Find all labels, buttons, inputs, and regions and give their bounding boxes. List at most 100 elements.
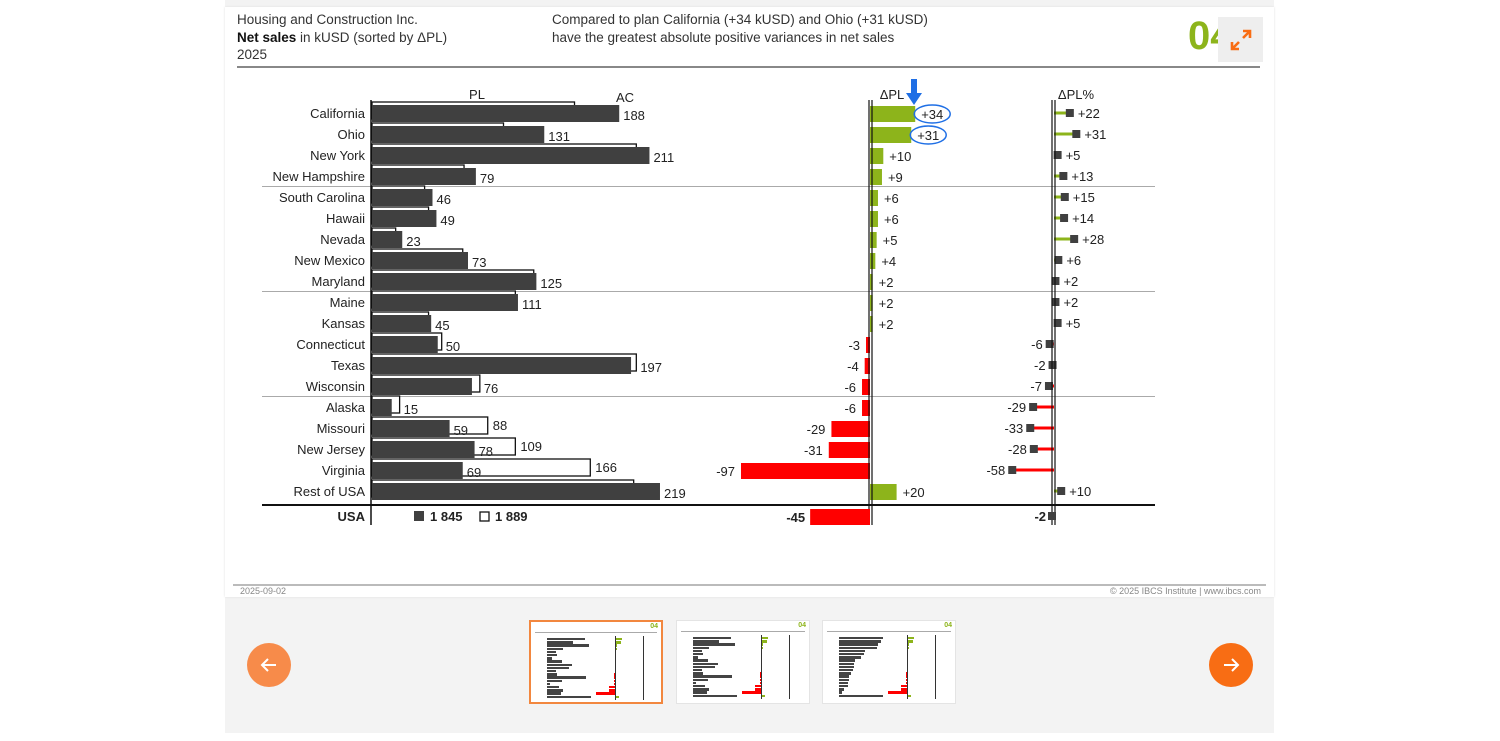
thumbnail-bar bbox=[693, 678, 709, 681]
thumbnail-bar bbox=[547, 647, 563, 650]
thumbnail-bar bbox=[693, 662, 718, 665]
thumbnail-bar bbox=[839, 637, 883, 640]
delta-pct-label: +15 bbox=[1073, 190, 1095, 205]
delta-pct-label: +10 bbox=[1069, 484, 1091, 499]
delta-pl-label: +6 bbox=[884, 212, 899, 227]
ac-bar bbox=[372, 483, 660, 500]
thumbnail-delta-bar bbox=[907, 640, 914, 643]
thumbnail-bar bbox=[839, 649, 866, 653]
measure-bold: Net sales bbox=[237, 29, 297, 45]
delta-pl-label: +2 bbox=[879, 317, 894, 332]
delta-pl-label: +31 bbox=[917, 128, 939, 143]
ac-bar bbox=[372, 252, 468, 269]
ac-value-label: 23 bbox=[406, 234, 420, 249]
delta-pct-label: +22 bbox=[1078, 106, 1100, 121]
ac-value-label: 50 bbox=[446, 339, 460, 354]
delta-pct-label: +5 bbox=[1066, 316, 1081, 331]
delta-pl-bar bbox=[870, 211, 878, 227]
thumbnail-bar bbox=[547, 695, 591, 698]
delta-pl-bar bbox=[866, 337, 870, 353]
slide-thumbnail[interactable]: 04 bbox=[529, 620, 663, 704]
thumbnail-delta-bar bbox=[905, 678, 907, 681]
thumbnail-delta-bar bbox=[760, 675, 761, 678]
delta-pl-label: +2 bbox=[879, 275, 894, 290]
thumbnail-bar bbox=[693, 669, 702, 672]
thumbnail-divider bbox=[681, 631, 805, 632]
thumbnail-bar bbox=[693, 672, 703, 675]
category-label: New Mexico bbox=[294, 253, 365, 268]
thumbnail-bar bbox=[839, 640, 882, 643]
ac-bar bbox=[372, 231, 403, 248]
ac-value-label: 59 bbox=[454, 423, 468, 438]
delta-pct-marker bbox=[1029, 445, 1038, 453]
thumbnail-delta-bar bbox=[759, 681, 761, 685]
thumbnail-delta-bar bbox=[761, 637, 768, 640]
pl-legend-swatch bbox=[479, 511, 490, 522]
arrow-right-icon bbox=[1224, 658, 1240, 672]
thumbnail-axis bbox=[935, 635, 936, 699]
thumbnail-delta-bar bbox=[761, 694, 765, 697]
delta-pl-bar bbox=[828, 442, 870, 458]
thumbnail-bar bbox=[839, 659, 855, 662]
delta-pct-marker bbox=[1072, 130, 1081, 138]
ac-value-label: 49 bbox=[440, 213, 454, 228]
thumbnail-axis bbox=[643, 636, 644, 700]
ac-value-label: 45 bbox=[435, 318, 449, 333]
highlight-ellipse bbox=[913, 104, 951, 124]
key-message: Compared to plan California (+34 kUSD) a… bbox=[552, 11, 928, 46]
slide-thumbnail[interactable]: 04 bbox=[822, 620, 956, 704]
thumbnail-bar bbox=[547, 682, 550, 686]
total-delta-pl-label: -45 bbox=[786, 510, 805, 525]
delta-pl-bar bbox=[862, 379, 870, 395]
thumbnail-bar bbox=[547, 676, 587, 679]
thumbnail-bar bbox=[547, 686, 559, 689]
delta-pct-marker bbox=[1053, 151, 1062, 159]
delta-pl-bar bbox=[870, 295, 873, 311]
delta-pl-bar bbox=[870, 253, 876, 269]
thumbnail-bar bbox=[547, 657, 552, 660]
delta-pl-label: +2 bbox=[879, 296, 894, 311]
delta-pct-marker bbox=[1070, 235, 1079, 243]
thumbnail-delta-bar bbox=[613, 682, 615, 686]
thumbnail-bar bbox=[547, 650, 557, 654]
ac-value-label: 79 bbox=[480, 171, 494, 186]
delta-pct-label: +28 bbox=[1082, 232, 1104, 247]
previous-button[interactable] bbox=[247, 643, 291, 687]
thumbnail-bar bbox=[693, 646, 709, 649]
delta-pl-bar bbox=[864, 358, 870, 374]
pl-value-label: 166 bbox=[595, 460, 617, 475]
delta-pl-bar bbox=[870, 127, 912, 143]
delta-pct-marker bbox=[1044, 382, 1053, 390]
ac-bar bbox=[372, 294, 518, 311]
thumbnail-bar bbox=[693, 649, 703, 653]
ac-bar bbox=[372, 147, 650, 164]
delta-pct-label: +5 bbox=[1066, 148, 1081, 163]
category-label: Ohio bbox=[338, 127, 365, 142]
delta-pct-marker bbox=[1059, 172, 1068, 180]
thumbnail-delta-bar bbox=[905, 681, 907, 685]
thumbnail-bar bbox=[547, 654, 557, 657]
thumbnail-bar bbox=[839, 681, 849, 685]
expand-button[interactable] bbox=[1218, 17, 1263, 62]
highlight-ellipse bbox=[909, 125, 947, 145]
thumbnail-delta-bar bbox=[613, 679, 615, 682]
delta-pl-bar bbox=[740, 463, 870, 479]
next-button[interactable] bbox=[1209, 643, 1253, 687]
slide-thumbnail[interactable]: 04 bbox=[676, 620, 810, 704]
ac-bar bbox=[372, 357, 632, 374]
delta-pct-marker bbox=[1054, 256, 1063, 264]
footer-divider bbox=[233, 584, 1266, 586]
ac-value-label: 73 bbox=[472, 255, 486, 270]
delta-pl-pct-column-label: ΔPL% bbox=[1058, 87, 1095, 102]
highlight-arrow-icon bbox=[906, 79, 922, 105]
category-label: Virginia bbox=[322, 463, 366, 478]
thumbnail-delta-bar bbox=[595, 692, 615, 695]
thumbnail-delta-bar bbox=[609, 686, 615, 689]
thumbnail-bar bbox=[839, 685, 848, 688]
thumbnail-bar bbox=[839, 653, 864, 656]
thumbnail-bar bbox=[839, 643, 879, 646]
net-sales-chart: PL AC ΔPL ΔPL% California 188 +34 +22 Ohio 131 +31… bbox=[262, 79, 1155, 525]
thumbnail-bar bbox=[547, 638, 585, 641]
ac-value-label: 188 bbox=[623, 108, 645, 123]
thumbnail-delta-bar bbox=[906, 672, 907, 675]
